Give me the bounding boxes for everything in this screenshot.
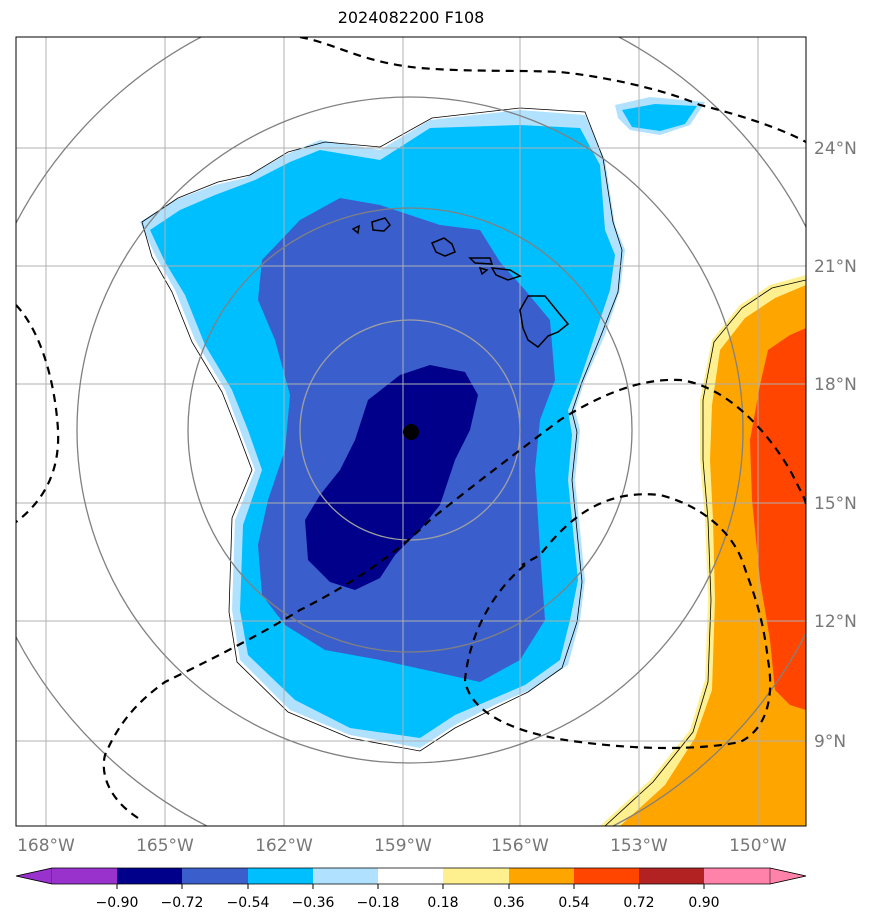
colorbar-bin <box>443 868 509 884</box>
lat-label: 15°N <box>814 494 857 514</box>
dashed-contours <box>16 37 806 819</box>
colorbar-tick-label: −0.36 <box>292 895 335 911</box>
lon-label: 156°W <box>491 836 549 856</box>
lat-label: 18°N <box>814 375 857 395</box>
colorbar-tick-label: −0.54 <box>227 895 270 911</box>
colorbar-bin <box>574 868 639 884</box>
lat-label: 9°N <box>814 732 846 752</box>
range-rings <box>16 37 806 826</box>
colorbar-tick-label: 0.90 <box>688 895 719 911</box>
colorbar-tick-label: 0.18 <box>427 895 458 911</box>
lon-label: 165°W <box>136 836 194 856</box>
field-outline-positive <box>604 279 806 826</box>
colorbar-tick-label: 0.54 <box>558 895 589 911</box>
colorbar-tick-label: −0.72 <box>161 895 204 911</box>
colorbar-tick-label: −0.18 <box>357 895 400 911</box>
colorbar-bin <box>248 868 313 884</box>
colorbar-bin <box>378 868 443 884</box>
colorbar-tick-label: 0.36 <box>493 895 524 911</box>
map-title: 2024082200 F108 <box>337 8 485 27</box>
anomaly-fill-ne-blob-inner <box>622 104 697 131</box>
colorbar: −0.90 −0.72 −0.54 −0.36 −0.18 0.18 0.36 … <box>15 867 807 911</box>
graticule <box>16 37 806 826</box>
map-frame <box>15 36 807 827</box>
lon-label: 168°W <box>17 836 75 856</box>
lon-label: 159°W <box>374 836 432 856</box>
colorbar-min-extend <box>15 867 53 885</box>
lon-label: 150°W <box>729 836 787 856</box>
colorbar-bin <box>639 868 704 884</box>
colorbar-outline <box>15 867 807 885</box>
lon-label: 153°W <box>610 836 668 856</box>
lat-label: 24°N <box>814 139 857 159</box>
colorbar-bin <box>313 868 378 884</box>
longitude-axis: 168°W 165°W 162°W 159°W 156°W 153°W 150°… <box>17 836 787 856</box>
storm-center-dot <box>403 424 419 440</box>
lon-label: 162°W <box>255 836 313 856</box>
colorbar-bin <box>117 868 182 884</box>
colorbar-bin <box>704 868 770 884</box>
anomaly-fill-navy <box>305 365 478 590</box>
colorbar-bin <box>509 868 574 884</box>
colorbar-max-extend <box>769 867 807 885</box>
map-area <box>16 37 806 826</box>
colorbar-tick-label: −0.90 <box>96 895 139 911</box>
colorbar-tick-label: 0.72 <box>623 895 654 911</box>
coastlines-hawaii <box>351 217 570 348</box>
lat-label: 21°N <box>814 257 857 277</box>
colorbar-bin <box>52 868 117 884</box>
colorbar-bin <box>182 868 248 884</box>
lat-label: 12°N <box>814 612 857 632</box>
anomaly-fill-red-orange <box>750 328 806 710</box>
latitude-axis: 24°N 21°N 18°N 15°N 12°N 9°N <box>814 139 857 752</box>
field-outline-blue <box>141 107 623 752</box>
